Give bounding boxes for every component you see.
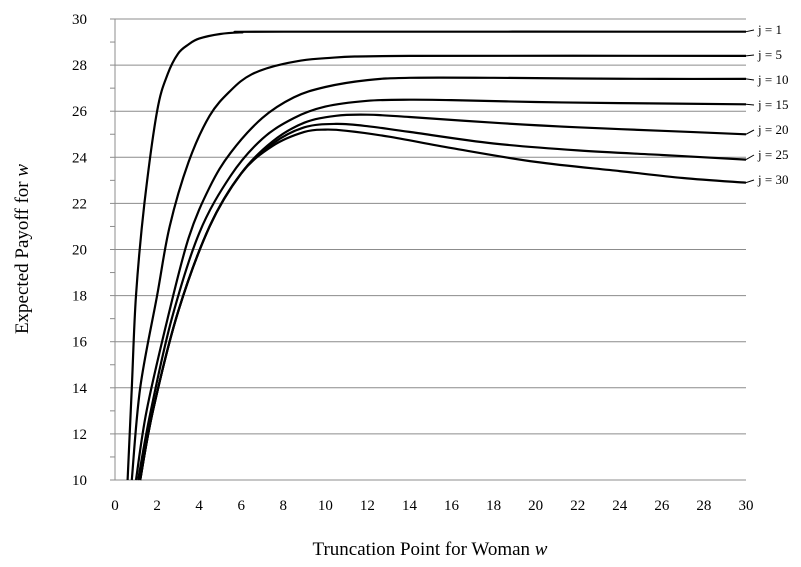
x-tick-label: 24	[612, 498, 628, 514]
series-line-1	[126, 30, 747, 481]
series-labels: j = 1 j = 5 j = 10 j = 15 j = 20 j = 25 j = 30	[745, 22, 788, 187]
series-line-5	[139, 113, 747, 481]
x-tick-label: 6	[237, 498, 245, 514]
y-tick-label: 22	[72, 196, 87, 212]
series-line-4	[137, 98, 747, 481]
y-tick-label: 28	[72, 58, 87, 74]
series-line-3	[134, 76, 747, 481]
x-axis-title: Truncation Point for Woman w	[313, 539, 548, 560]
y-tick-label: 12	[72, 427, 87, 443]
series-label: j = 25	[757, 147, 788, 162]
series-label-leader	[745, 179, 755, 184]
x-tick-label: 28	[696, 498, 711, 514]
series-label-leader	[745, 129, 755, 135]
series-line-2	[130, 54, 747, 481]
x-tick-label: 8	[280, 498, 288, 514]
x-tick-label: 0	[111, 498, 119, 514]
series-label-leader	[745, 78, 755, 81]
x-tick-label: 20	[528, 498, 543, 514]
series-label-leader	[745, 103, 755, 106]
y-tick-label: 14	[72, 381, 88, 397]
x-tick-label: 22	[570, 498, 585, 514]
x-tick-label: 2	[153, 498, 161, 514]
y-tick-label: 16	[72, 335, 88, 351]
x-tick-label: 16	[444, 498, 460, 514]
series-label: j = 5	[757, 47, 782, 62]
x-tick-label: 10	[318, 498, 333, 514]
series-lines	[126, 30, 747, 481]
y-tick-label: 30	[72, 12, 87, 28]
y-tick-label: 26	[72, 104, 88, 120]
series-label: j = 15	[757, 97, 788, 112]
y-tick-label: 24	[72, 150, 88, 166]
x-tick-label: 12	[360, 498, 375, 514]
series-line-6	[139, 122, 747, 481]
y-tick-label: 18	[72, 289, 87, 305]
series-line-7	[139, 128, 747, 481]
x-tick-label: 14	[402, 498, 418, 514]
y-axis-title: Expected Payoff for w	[12, 164, 33, 334]
axes	[110, 18, 746, 481]
series-label: j = 30	[757, 172, 788, 187]
series-label: j = 1	[757, 22, 782, 37]
y-tick-label: 10	[72, 473, 87, 489]
series-label-leader	[745, 54, 755, 57]
x-tick-label: 26	[654, 498, 670, 514]
series-label-leader	[745, 154, 755, 161]
x-tick-label: 4	[195, 498, 203, 514]
series-label: j = 20	[757, 122, 788, 137]
series-label: j = 10	[757, 72, 788, 87]
y-tick-label: 20	[72, 243, 87, 259]
series-label-leader	[745, 29, 755, 33]
x-tick-label: 18	[486, 498, 501, 514]
x-tick-label: 30	[739, 498, 754, 514]
